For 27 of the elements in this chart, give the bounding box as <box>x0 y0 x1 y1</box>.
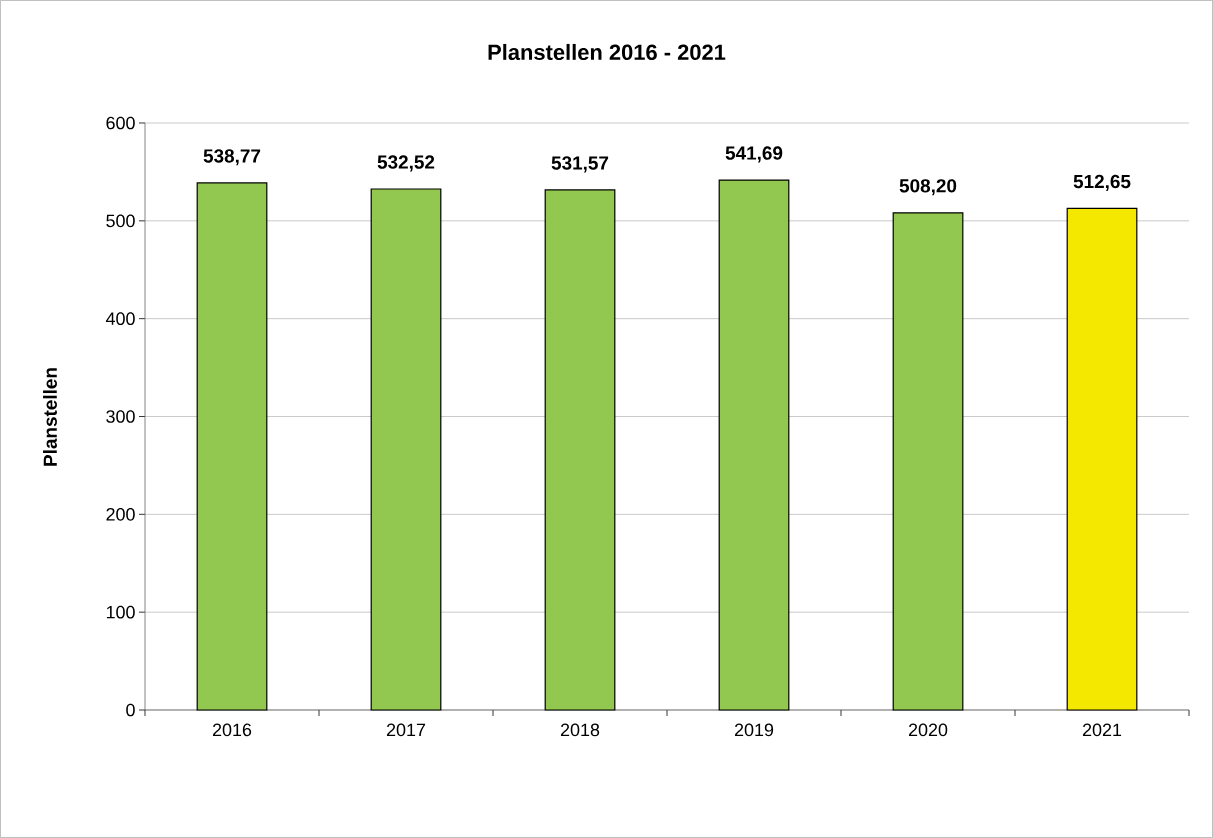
y-tick-label: 200 <box>106 507 135 521</box>
y-tick-label: 400 <box>105 312 135 326</box>
data-label: 538,77 <box>203 149 261 166</box>
data-label: 541,69 <box>725 146 783 163</box>
y-tick-label: 500 <box>106 214 135 228</box>
y-tick-label: 600 <box>106 116 135 130</box>
data-label: 512,65 <box>1073 174 1131 191</box>
bar <box>544 189 616 711</box>
chart-title: Planstellen 2016 - 2021 <box>488 43 726 61</box>
y-tick-label: 300 <box>106 410 135 423</box>
bar <box>1066 207 1138 711</box>
x-tick-label: 2020 <box>908 723 948 737</box>
y-tick-label: 0 <box>126 703 135 717</box>
data-label: 532,52 <box>377 155 435 172</box>
x-tick-label: 2018 <box>560 723 600 737</box>
x-tick-label: 2017 <box>386 723 426 737</box>
bar <box>718 179 790 711</box>
bar <box>370 188 442 711</box>
x-tick-label: 2019 <box>734 723 774 737</box>
data-label: 508,20 <box>899 179 957 196</box>
data-label: 531,57 <box>551 156 609 173</box>
x-tick-label: 2021 <box>1082 723 1122 737</box>
bar <box>892 212 964 711</box>
y-tick-label: 100 <box>106 605 135 619</box>
y-axis-title: Planstellen <box>43 368 57 466</box>
x-tick-label: 2016 <box>212 723 252 737</box>
bar <box>196 182 268 711</box>
